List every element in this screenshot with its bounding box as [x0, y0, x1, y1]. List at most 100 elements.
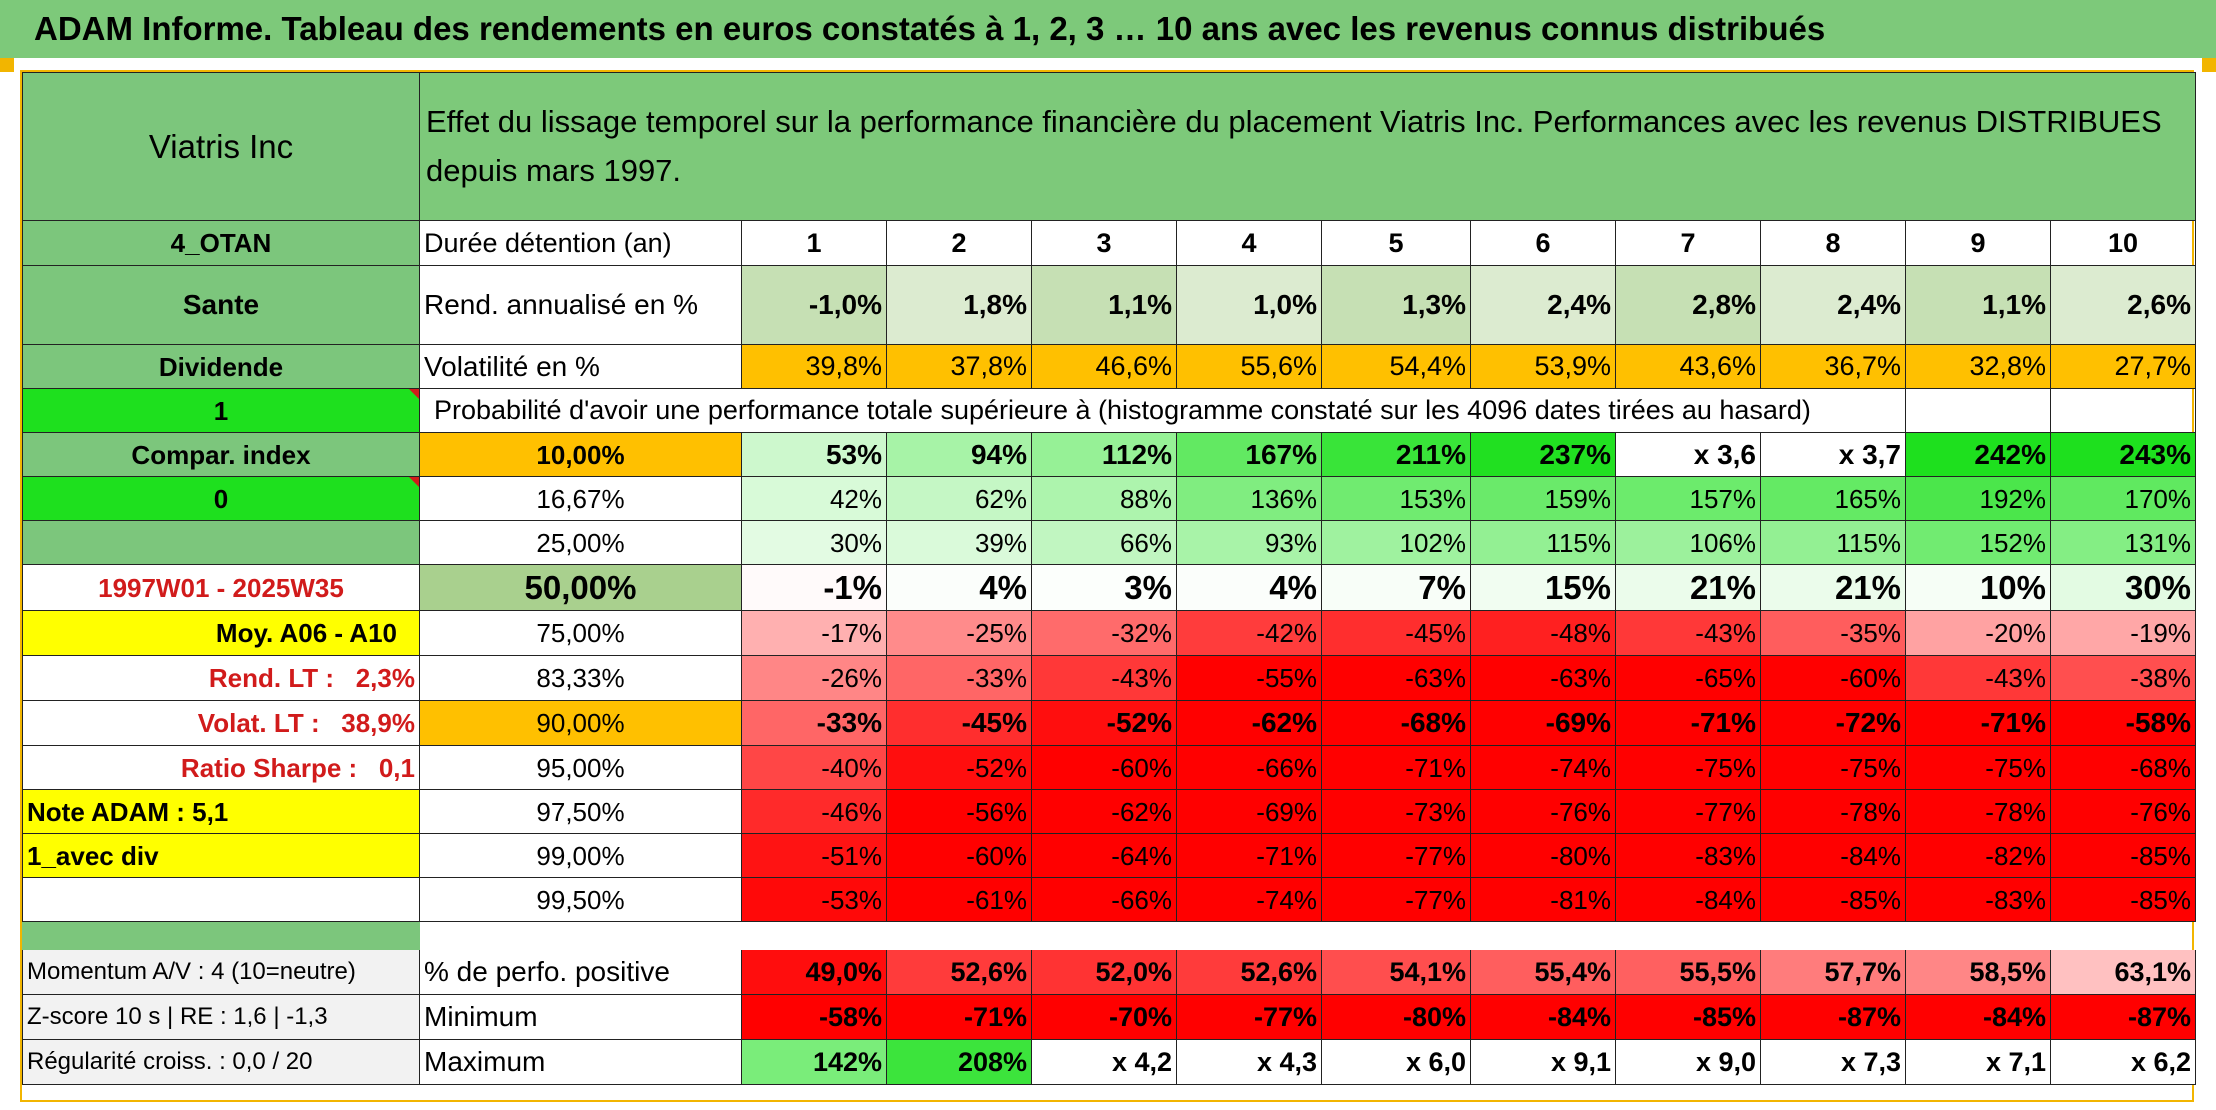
moy-label: Moy. A06 - A10 [22, 610, 420, 656]
year-header-y7: 7 [1615, 220, 1761, 266]
quantile-6-value-y3: -52% [1031, 700, 1177, 746]
quantile-4-value-y8: -35% [1760, 610, 1906, 656]
pos-value-y1: 49,0% [741, 949, 887, 995]
pos-value-y10: 63,1% [2050, 949, 2196, 995]
pos-value-y9: 58,5% [1905, 949, 2051, 995]
quantile-8-value-y9: -78% [1905, 789, 2051, 834]
vol-value-y5: 54,4% [1321, 344, 1471, 389]
compar-index-label: Compar. index [22, 432, 420, 477]
min-value-y4: -77% [1176, 994, 1322, 1040]
quantile-1-value-y3: 88% [1031, 476, 1177, 521]
vol-value-y10: 27,7% [2050, 344, 2196, 389]
quantile-6-value-y4: -62% [1176, 700, 1322, 746]
quantile-10-value-y9: -83% [1905, 877, 2051, 922]
quantile-5-value-y8: -60% [1760, 655, 1906, 701]
min-value-y2: -71% [886, 994, 1032, 1040]
quantile-3-value-y9: 10% [1905, 564, 2051, 611]
quantile-8-value-y6: -76% [1470, 789, 1616, 834]
sharpe-label: Ratio Sharpe : 0,1 [22, 745, 420, 790]
quantile-5-value-y4: -55% [1176, 655, 1322, 701]
quantile-9-value-y2: -60% [886, 833, 1032, 878]
quantile-9-value-y4: -71% [1176, 833, 1322, 878]
empty-cell [22, 877, 420, 922]
quantile-label: 25,00% [419, 520, 742, 565]
quantile-4-value-y3: -32% [1031, 610, 1177, 656]
quantile-8-value-y2: -56% [886, 789, 1032, 834]
min-value-y9: -84% [1905, 994, 2051, 1040]
blank-green-cell [22, 520, 420, 565]
quantile-4-value-y10: -19% [2050, 610, 2196, 656]
quantile-3-value-y1: -1% [741, 564, 887, 611]
rend-value-y6: 2,4% [1470, 265, 1616, 345]
year-header-y8: 8 [1760, 220, 1906, 266]
quantile-3-value-y3: 3% [1031, 564, 1177, 611]
quantile-7-value-y5: -71% [1321, 745, 1471, 790]
quantile-8-value-y3: -62% [1031, 789, 1177, 834]
quantile-1-value-y10: 170% [2050, 476, 2196, 521]
quantile-1-value-y1: 42% [741, 476, 887, 521]
quantile-9-value-y5: -77% [1321, 833, 1471, 878]
quantile-0-value-y10: 243% [2050, 432, 2196, 477]
min-value-y7: -85% [1615, 994, 1761, 1040]
quantile-8-value-y7: -77% [1615, 789, 1761, 834]
min-value-y1: -58% [741, 994, 887, 1040]
rend-value-y9: 1,1% [1905, 265, 2051, 345]
rend-value-y8: 2,4% [1760, 265, 1906, 345]
pos-value-y7: 55,5% [1615, 949, 1761, 995]
quantile-6-value-y6: -69% [1470, 700, 1616, 746]
quantile-10-value-y6: -81% [1470, 877, 1616, 922]
max-value-y6: x 9,1 [1470, 1039, 1616, 1085]
quantile-7-value-y10: -68% [2050, 745, 2196, 790]
quantile-2-value-y6: 115% [1470, 520, 1616, 565]
quantile-1-value-y9: 192% [1905, 476, 2051, 521]
quantile-label: 99,50% [419, 877, 742, 922]
year-header-y5: 5 [1321, 220, 1471, 266]
rend-value-y1: -1,0% [741, 265, 887, 345]
quantile-10-value-y4: -74% [1176, 877, 1322, 922]
max-value-y8: x 7,3 [1760, 1039, 1906, 1085]
quantile-4-value-y6: -48% [1470, 610, 1616, 656]
vol-value-y1: 39,8% [741, 344, 887, 389]
vol-value-y9: 32,8% [1905, 344, 2051, 389]
rend-lt-label: Rend. LT : 2,3% [22, 655, 420, 701]
quantile-5-value-y3: -43% [1031, 655, 1177, 701]
quantile-5-value-y1: -26% [741, 655, 887, 701]
pos-value-y5: 54,1% [1321, 949, 1471, 995]
quantile-2-value-y7: 106% [1615, 520, 1761, 565]
quantile-label: 75,00% [419, 610, 742, 656]
quantile-label: 97,50% [419, 789, 742, 834]
quantile-0-value-y7: x 3,6 [1615, 432, 1761, 477]
quantile-3-value-y4: 4% [1176, 564, 1322, 611]
max-value-y1: 142% [741, 1039, 887, 1085]
table-header-text: Effet du lissage temporel sur la perform… [419, 72, 2196, 221]
rend-value-y2: 1,8% [886, 265, 1032, 345]
quantile-9-value-y10: -85% [2050, 833, 2196, 878]
vol-value-y8: 36,7% [1760, 344, 1906, 389]
quantile-label: 10,00% [419, 432, 742, 477]
quantile-4-value-y7: -43% [1615, 610, 1761, 656]
year-header-y9: 9 [1905, 220, 2051, 266]
quantile-0-value-y4: 167% [1176, 432, 1322, 477]
quantile-0-value-y2: 94% [886, 432, 1032, 477]
quantile-3-value-y2: 4% [886, 564, 1032, 611]
quantile-4-value-y9: -20% [1905, 610, 2051, 656]
quantile-2-value-y1: 30% [741, 520, 887, 565]
quantile-0-value-y1: 53% [741, 432, 887, 477]
quantile-3-value-y8: 21% [1760, 564, 1906, 611]
quantile-0-value-y5: 211% [1321, 432, 1471, 477]
quantile-1-value-y5: 153% [1321, 476, 1471, 521]
rend-value-y10: 2,6% [2050, 265, 2196, 345]
quantile-2-value-y8: 115% [1760, 520, 1906, 565]
quantile-8-value-y5: -73% [1321, 789, 1471, 834]
quantile-10-value-y1: -53% [741, 877, 887, 922]
quantile-4-value-y4: -42% [1176, 610, 1322, 656]
empty-cell [1905, 388, 2051, 433]
corner-marker-right [2202, 58, 2216, 72]
quantile-7-value-y1: -40% [741, 745, 887, 790]
flag-one: 1 [22, 388, 420, 433]
quantile-label: 99,00% [419, 833, 742, 878]
quantile-9-value-y3: -64% [1031, 833, 1177, 878]
momentum-label: Momentum A/V : 4 (10=neutre) [22, 949, 420, 995]
report-title: ADAM Informe. Tableau des rendements en … [0, 0, 2216, 58]
rend-value-y7: 2,8% [1615, 265, 1761, 345]
